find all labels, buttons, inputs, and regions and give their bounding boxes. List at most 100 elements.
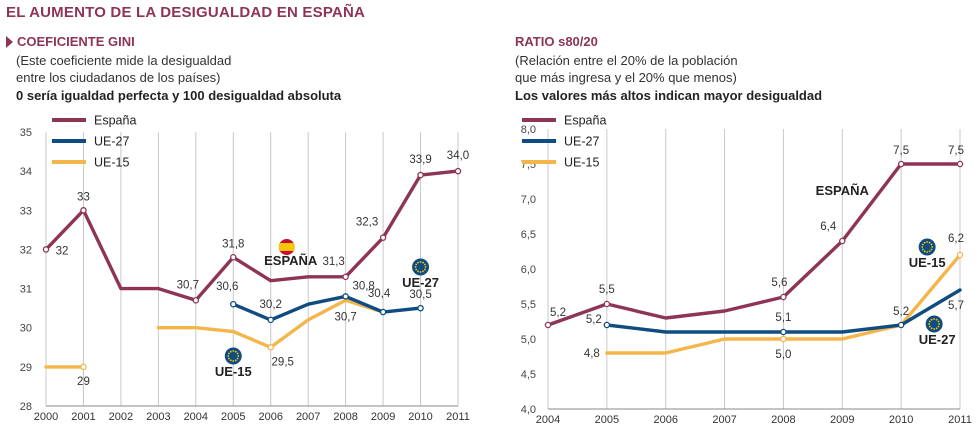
eu-flag-icon-star: [931, 246, 934, 248]
eu-flag-icon-star: [419, 271, 422, 273]
spain-flag-icon: [278, 239, 295, 255]
eu-flag-icon-disc: [412, 258, 430, 276]
ratio-data-label: 5,0: [775, 349, 791, 361]
eu-flag-icon-star: [923, 241, 926, 244]
gini-legend-label: UE-15: [94, 156, 129, 170]
gini-annotation: ESPAÑA: [264, 253, 318, 268]
gini-annotation: UE-15: [215, 364, 252, 379]
gini-y-tick-label: 35: [20, 127, 32, 139]
gini-title-text: COEFICIENTE GINI: [17, 34, 135, 49]
gini-line-ue27: [231, 294, 423, 322]
eu-flag-icon-star: [935, 327, 938, 330]
ratio-data-label: 5,5: [599, 284, 615, 296]
spain-flag-icon-yellow: [278, 243, 295, 251]
gini-point: [267, 316, 274, 324]
ratio-note: Los valores más altos indican mayor desi…: [515, 88, 823, 103]
eu-flag-icon-disc: [224, 347, 242, 365]
eu-flag-icon-star: [234, 350, 237, 353]
ratio-point: [780, 293, 787, 301]
ratio-y-tick-label: 6,5: [521, 229, 536, 241]
gini-x-tick-label: 2011: [446, 411, 470, 423]
eu-flag-icon-star: [422, 261, 424, 264]
ratio-y-tick-label: 5,0: [521, 334, 536, 346]
ratio-legend-label: UE-15: [564, 156, 599, 170]
eu-flag-icon-star: [930, 318, 933, 321]
eu-flag-icon-star: [921, 248, 924, 251]
gini-data-label: 33: [77, 191, 90, 203]
eu-flag-icon-star: [417, 270, 419, 273]
gini-data-label: 34,0: [447, 150, 469, 162]
eu-flag-icon-star: [928, 320, 931, 323]
eu-flag-icon-star: [237, 355, 240, 357]
ratio-data-label: 5,2: [550, 307, 566, 319]
eu-flag-icon-star: [921, 246, 924, 248]
eu-flag-icon-star: [928, 325, 931, 328]
ratio-data-label: 6,4: [820, 221, 837, 233]
eu-flag-icon-star: [227, 355, 230, 357]
eu-flag-icon-star: [228, 352, 230, 355]
eu-flag-icon-star: [937, 325, 940, 328]
gini-line-espana: [44, 169, 460, 302]
eu-flag-icon-star: [232, 360, 235, 362]
eu-flag-icon-star: [415, 263, 418, 266]
gini-data-label: 30,2: [260, 299, 282, 311]
gini-point: [417, 171, 424, 179]
ratio-data-label: 5,7: [948, 300, 964, 312]
gini-data-label: 30,8: [352, 280, 374, 292]
ratio-x-tick-label: 2008: [771, 414, 795, 426]
eu-flag-icon-star: [424, 266, 427, 268]
eu-flag-icon-disc: [925, 315, 943, 333]
ratio-data-label: 5,1: [775, 312, 791, 324]
eu-flag-icon-star: [423, 268, 426, 271]
eu-flag-icon-star: [930, 248, 933, 251]
ratio-subtitle: (Relación entre el 20% de la población q…: [515, 53, 738, 85]
ratio-point: [897, 160, 905, 168]
eu-flag-icon-star: [935, 318, 938, 321]
ratio-y-tick-label: 4,5: [521, 369, 536, 381]
gini-y-tick-label: 31: [20, 284, 32, 296]
ratio-data-label: 6,2: [948, 233, 964, 245]
ratio-annotation: UE-27: [919, 332, 956, 347]
gini-x-tick-label: 2000: [34, 411, 58, 423]
gini-y-tick-label: 28: [20, 401, 32, 413]
ratio-x-tick-label: 2004: [536, 414, 560, 426]
eu-flag-icon-star: [423, 263, 426, 266]
gini-y-tick-label: 32: [20, 244, 32, 256]
ratio-y-tick-label: 6,0: [521, 264, 536, 276]
gini-legend-label: España: [94, 114, 136, 128]
eu-flag-icon-star: [229, 350, 232, 353]
gini-title: COEFICIENTE GINI: [6, 34, 135, 49]
main-title: EL AUMENTO DE LA DESIGUALDAD EN ESPAÑA: [6, 4, 366, 21]
gini-chart: 28 29 30 31 32 33 34 35 2000 2001 2002 2003 2004 2005…: [20, 114, 470, 424]
ratio-point: [956, 160, 964, 168]
eu-flag-icon-star: [236, 352, 239, 355]
eu-flag-icon-star: [422, 270, 424, 273]
gini-x-tick-label: 2001: [71, 411, 95, 423]
triangle-marker-icon: [6, 36, 13, 48]
ratio-x-tick-label: 2007: [712, 414, 736, 426]
ratio-legend-label: UE-27: [564, 135, 599, 149]
gini-point: [379, 308, 387, 316]
eu-flag-icon-star: [232, 350, 235, 352]
gini-y-tick-label: 30: [20, 323, 32, 335]
gini-point: [230, 300, 237, 308]
gini-data-label: 33,9: [409, 154, 431, 166]
eu-flag-icon-star: [228, 357, 230, 360]
gini-legend-label: UE-27: [94, 135, 129, 149]
ratio-x-tick-label: 2010: [889, 414, 913, 426]
eu-flag-icon-star: [926, 241, 929, 243]
gini-x-tick-label: 2006: [258, 411, 282, 423]
eu-flag-icon-star: [928, 241, 931, 244]
eu-flag-icon-star: [921, 243, 924, 246]
gini-point: [379, 234, 387, 241]
ratio-data-label: 5,2: [893, 306, 909, 318]
gini-point: [80, 207, 87, 214]
eu-flag-icon-star: [417, 261, 419, 264]
gini-x-tick-label: 2005: [221, 411, 245, 423]
gini-x-tick-label: 2008: [333, 411, 357, 423]
ratio-point: [603, 300, 611, 308]
ratio-point: [839, 237, 846, 245]
eu-flag-icon-star: [937, 320, 940, 323]
eu-flag-icon-star: [930, 327, 933, 330]
eu-flag-icon: [412, 258, 430, 276]
